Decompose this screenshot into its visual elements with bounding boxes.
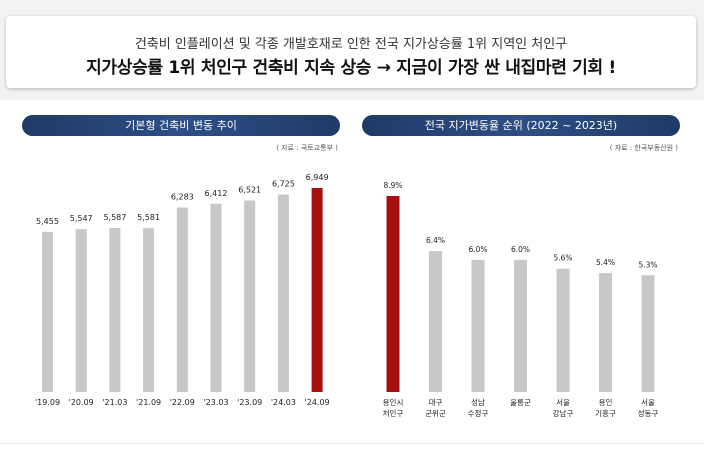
right-category-label-0-1: 처인구 [383,408,404,418]
left-category-label-7: '24.03 [271,398,296,407]
bottom-divider [0,443,704,444]
left-bar-2 [109,227,121,392]
right-value-label-4: 5.6% [553,254,572,263]
left-bar-4 [176,207,188,392]
right-category-label-5-1: 기흥구 [595,408,616,418]
right-bar-2 [471,259,485,392]
left-category-label-4: '22.09 [170,398,195,407]
right-category-label-2-0: 성남 [471,398,485,407]
right-bar-3 [514,259,527,392]
right-category-label-0-0: 용인시 [383,397,404,407]
right-chart-source: ( 자료 : 한국부동산원 ) [609,144,678,152]
left-category-label-3: '21.09 [136,398,161,407]
right-category-label-6-1: 성동구 [638,409,659,418]
right-bar-6 [641,275,655,392]
left-value-label-4: 6,283 [171,193,194,202]
right-value-label-6: 5.3% [638,260,657,269]
right-bar-4 [556,268,570,392]
left-chart-source: ( 자료 : 국토교통부 ) [276,144,338,152]
left-value-label-6: 6,521 [238,186,261,195]
right-value-label-5: 5.4% [596,258,615,267]
left-bar-3 [143,228,155,392]
left-category-label-6: '23.09 [237,398,262,407]
right-value-label-2: 6.0% [468,245,487,254]
left-category-label-0: '19.09 [35,398,60,407]
header-banner: 건축비 인플레이션 및 각종 개발호재로 인한 전국 지가상승률 1위 지역인 … [6,16,696,88]
left-value-label-2: 5,587 [103,213,126,222]
left-value-label-0: 5,455 [36,217,59,226]
right-bar-0 [386,196,400,392]
left-bar-5 [210,203,222,392]
left-value-label-7: 6,725 [272,180,295,189]
right-category-label-4-0: 서울 [556,398,570,407]
right-value-label-1: 6.4% [426,236,445,245]
left-bar-8 [311,187,323,392]
left-value-label-8: 6,949 [306,173,329,182]
right-category-label-5-0: 용인 [599,397,613,407]
left-value-label-1: 5,547 [70,214,93,223]
left-category-label-5: '23.03 [203,398,228,407]
right-category-label-1-1: 군위군 [425,409,446,418]
right-chart-title: 전국 지가변동율 순위 (2022 ~ 2023년) [362,115,680,136]
left-bar-0 [42,231,53,392]
left-category-label-2: '21.03 [102,398,127,407]
header-subtitle: 건축비 인플레이션 및 각종 개발호재로 인한 전국 지가상승률 1위 지역인 … [134,37,568,52]
right-category-label-4-1: 강남구 [553,408,574,418]
left-value-label-5: 6,412 [205,189,228,198]
right-category-label-1-0: 대구 [429,398,443,407]
left-bar-7 [277,194,289,392]
right-category-label-2-1: 수정구 [468,408,489,418]
left-category-label-1: '20.09 [69,398,94,407]
right-value-label-0: 8.9% [383,181,402,190]
right-category-label-6-0: 서울 [641,398,655,407]
left-bar-6 [244,200,256,392]
left-value-label-3: 5,581 [137,213,160,222]
header-headline: 지가상승률 1위 처인구 건축비 지속 상승 → 지금이 가장 싼 내집마련 기… [86,58,616,78]
left-bar-1 [75,229,87,392]
left-chart-title: 기본형 건축비 변동 추이 [22,115,340,136]
right-bar-1 [429,251,442,392]
left-category-label-8: '24.09 [305,398,330,407]
right-bar-5 [599,273,612,392]
right-category-label-3: 울릉군 [510,398,531,407]
right-value-label-3: 6.0% [511,245,530,254]
